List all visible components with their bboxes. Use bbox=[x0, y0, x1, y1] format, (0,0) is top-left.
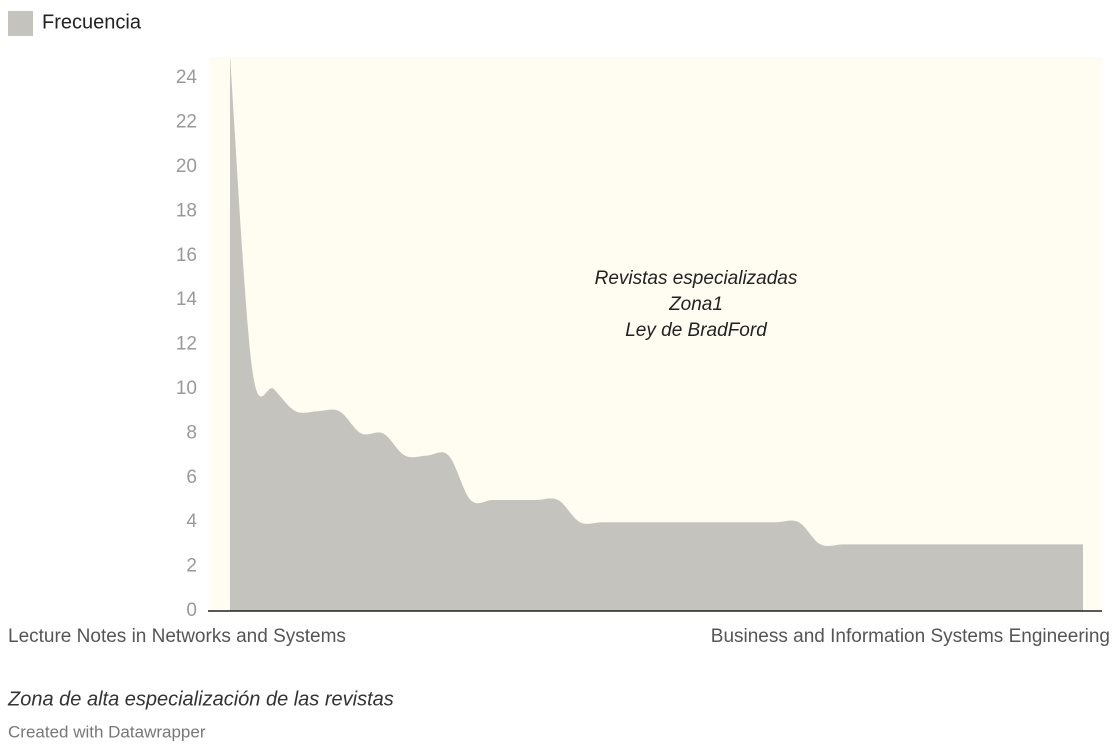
annotation: Zona1 bbox=[668, 294, 723, 315]
y-tick-label: 16 bbox=[176, 245, 197, 266]
description: Zona de alta especialización de las revi… bbox=[7, 688, 394, 710]
area bbox=[230, 56, 1083, 611]
x-tick-label: Business and Information Systems Enginee… bbox=[711, 626, 1110, 647]
y-tick-label: 4 bbox=[186, 511, 197, 532]
legend-swatch bbox=[8, 11, 33, 36]
y-tick-label: 14 bbox=[176, 289, 198, 310]
annotation: Ley de BradFord bbox=[625, 320, 768, 341]
y-tick-label: 18 bbox=[176, 200, 197, 221]
y-tick-label: 6 bbox=[186, 467, 197, 488]
y-tick-label: 22 bbox=[176, 112, 197, 133]
y-tick-label: 20 bbox=[176, 156, 197, 177]
legend-label: Frecuencia bbox=[42, 11, 142, 33]
y-tick-label: 10 bbox=[176, 378, 197, 399]
y-tick-label: 2 bbox=[186, 556, 197, 577]
y-tick-label: 12 bbox=[176, 334, 197, 355]
y-tick-label: 0 bbox=[186, 600, 197, 621]
annotation: Revistas especializadas bbox=[595, 268, 798, 289]
credit: Created with Datawrapper bbox=[8, 722, 206, 741]
y-tick-label: 8 bbox=[186, 422, 197, 443]
y-tick-label: 24 bbox=[176, 67, 198, 88]
x-tick-label: Lecture Notes in Networks and Systems bbox=[8, 626, 346, 647]
